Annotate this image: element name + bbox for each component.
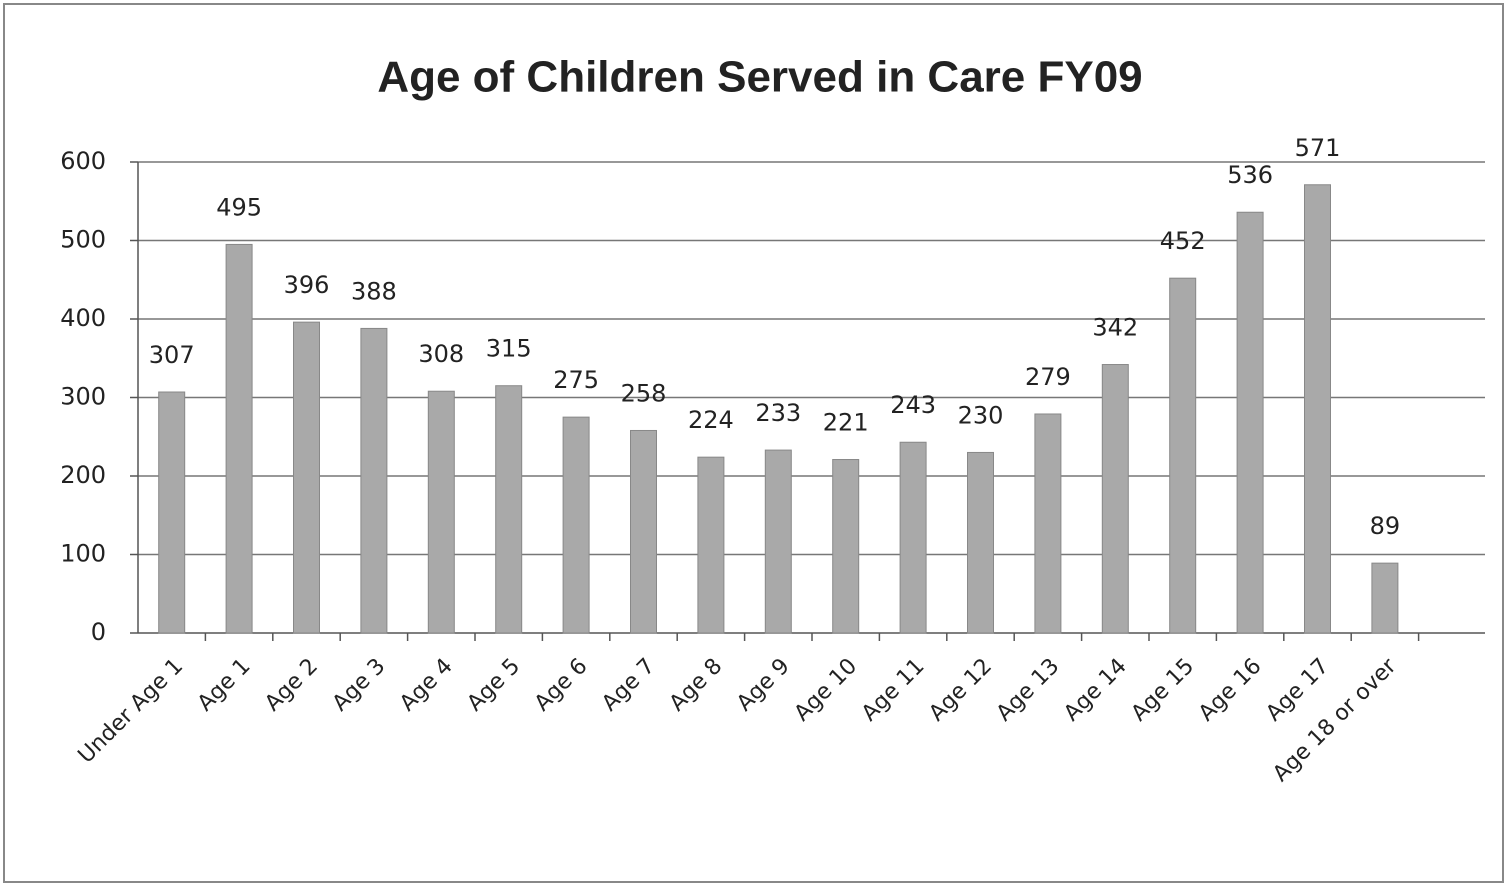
bar: [697, 456, 725, 634]
value-label: 258: [621, 379, 667, 407]
bar: [562, 416, 590, 634]
x-tick-label: Age 15: [1127, 654, 1200, 727]
value-label: 230: [958, 401, 1004, 429]
x-tick-label: Age 2: [260, 654, 323, 717]
x-tick-label: Age 3: [328, 654, 391, 717]
value-label: 89: [1370, 512, 1401, 540]
chart-frame: [3, 3, 1504, 883]
value-label: 243: [890, 391, 936, 419]
bar: [1236, 211, 1264, 634]
bar: [899, 441, 927, 634]
y-tick-label: 400: [60, 304, 106, 332]
x-tick-label: Age 11: [857, 654, 930, 727]
chart-title: Age of Children Served in Care FY09: [377, 53, 1142, 102]
bar: [1101, 364, 1129, 634]
value-label: 221: [823, 409, 869, 437]
bar: [1034, 413, 1062, 634]
x-tick-label: Age 14: [1059, 654, 1132, 727]
bar: [764, 449, 792, 634]
value-label: 536: [1227, 161, 1273, 189]
value-label: 388: [351, 277, 397, 305]
bar: [225, 243, 253, 634]
bar: [1304, 184, 1331, 634]
y-tick-label: 0: [91, 618, 106, 646]
x-tick-label: Age 18 or over: [1268, 653, 1402, 787]
x-tick-label: Age 4: [395, 654, 458, 717]
x-tick-label: Age 5: [463, 654, 526, 717]
value-label: 308: [418, 340, 464, 368]
y-tick-label: 100: [60, 540, 106, 568]
value-label: 315: [486, 335, 532, 363]
bar: [293, 321, 320, 634]
bar: [360, 327, 388, 634]
bar: [1169, 277, 1197, 634]
value-label: 233: [755, 399, 801, 427]
bar: [967, 451, 994, 634]
value-label: 224: [688, 406, 734, 434]
x-tick-label: Age 6: [530, 654, 593, 717]
y-tick-label: 300: [60, 383, 106, 411]
bar: [832, 459, 860, 634]
bar: [427, 390, 455, 634]
y-tick-label: 500: [60, 226, 106, 254]
bar: [495, 385, 523, 634]
x-tick-label: Age 10: [790, 654, 863, 727]
bar: [1371, 562, 1399, 634]
value-label: 307: [149, 341, 195, 369]
value-label: 275: [553, 366, 599, 394]
value-label: 571: [1295, 134, 1341, 162]
bar: [158, 391, 186, 634]
x-tick-label: Age 7: [597, 654, 660, 717]
y-tick-label: 600: [60, 147, 106, 175]
x-tick-label: Under Age 1: [74, 654, 189, 769]
x-tick-label: Age 16: [1194, 654, 1267, 727]
value-label: 342: [1092, 314, 1138, 342]
x-tick-label: Age 12: [924, 654, 997, 727]
y-tick-label: 200: [60, 461, 106, 489]
x-tick-label: Age 8: [665, 654, 728, 717]
value-label: 279: [1025, 363, 1071, 391]
value-label: 495: [216, 193, 262, 221]
value-label: 452: [1160, 227, 1206, 255]
x-tick-label: Age 13: [992, 654, 1065, 727]
x-tick-label: Age 9: [732, 654, 795, 717]
bar: [630, 429, 657, 634]
x-tick-label: Age 1: [193, 654, 256, 717]
value-label: 396: [284, 271, 330, 299]
